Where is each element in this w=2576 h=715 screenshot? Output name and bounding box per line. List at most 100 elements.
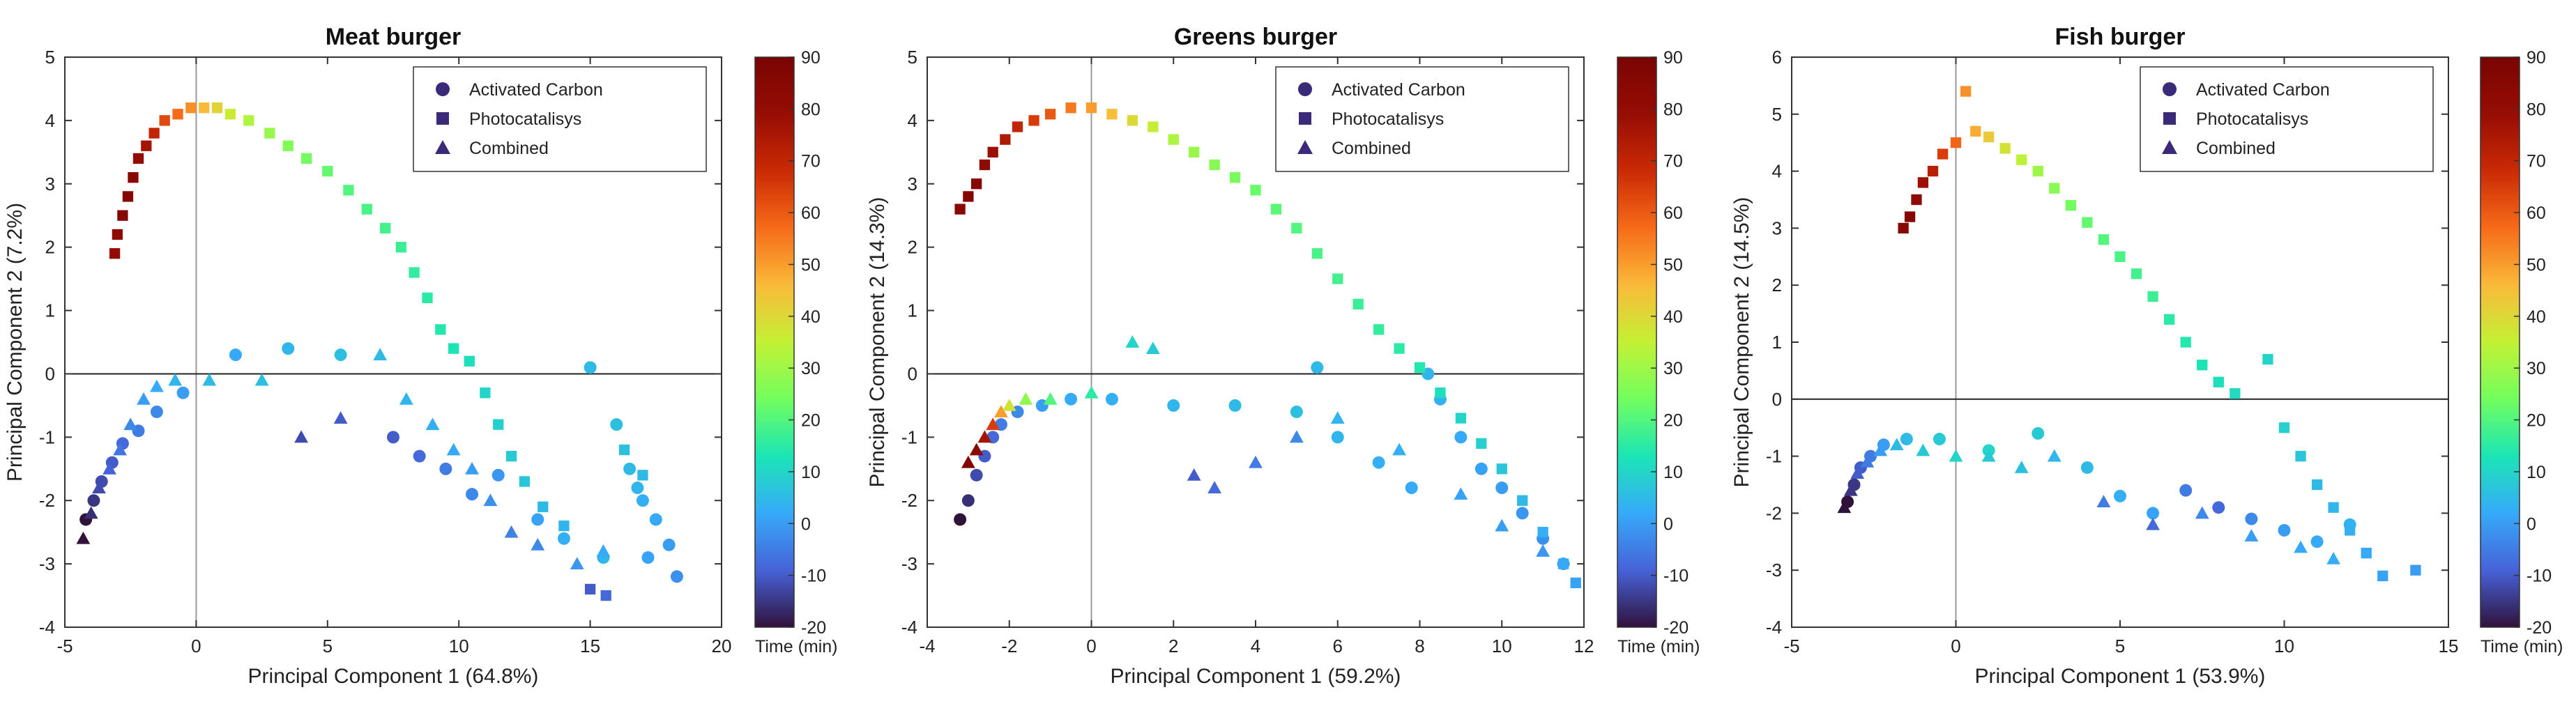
x-tick-label: -5 (56, 636, 73, 656)
data-point (1289, 430, 1304, 443)
colorbar-tick-label: 20 (801, 411, 821, 431)
colorbar-tick-label: 0 (2527, 514, 2536, 534)
x-axis-label: Principal Component 1 (59.2%) (1111, 665, 1401, 688)
data-point (373, 348, 388, 361)
data-point (491, 468, 505, 482)
x-tick-label: 8 (1415, 636, 1424, 656)
x-tick-label: 4 (1251, 636, 1260, 656)
data-point (1228, 399, 1242, 412)
colorbar-tick-label: -10 (801, 567, 826, 586)
data-point (1392, 443, 1406, 456)
data-point (294, 430, 309, 443)
data-point (1474, 462, 1488, 475)
data-point (333, 411, 348, 424)
data-point (1044, 109, 1056, 120)
data-point (954, 513, 967, 526)
legend-marker-square (436, 112, 449, 125)
data-point (2146, 517, 2160, 530)
y-tick-label: 4 (908, 110, 917, 131)
series-activated-carbon (954, 361, 1570, 571)
y-tick-label: 5 (908, 47, 917, 68)
x-tick-label: 2 (1168, 636, 1178, 656)
data-point (2197, 360, 2208, 371)
data-point (2245, 512, 2258, 525)
data-point (636, 494, 649, 507)
data-point (1933, 433, 1946, 446)
y-tick-label: 4 (1772, 161, 1782, 182)
data-point (122, 191, 134, 202)
data-point (480, 387, 491, 399)
data-point (2180, 337, 2191, 348)
data-point (1537, 527, 1548, 538)
data-point (76, 531, 91, 544)
series-activated-carbon (79, 342, 683, 583)
y-tick-label: -1 (39, 426, 55, 447)
colorbar-tick-label: 80 (801, 100, 821, 119)
legend-marker-circle (436, 82, 450, 96)
data-point (483, 493, 498, 507)
data-point (2361, 548, 2372, 559)
y-tick-label: 3 (1772, 217, 1782, 238)
colorbar-tick-label: 70 (801, 152, 821, 171)
data-point (1960, 86, 1972, 97)
data-point (185, 102, 197, 114)
legend: Activated Carbon Photocatalisys Combined (413, 66, 707, 172)
data-point (102, 461, 116, 475)
x-tick-label: 5 (323, 636, 333, 656)
colorbar-tick-label: 40 (2527, 307, 2546, 327)
data-point (1330, 411, 1345, 424)
data-point (1291, 222, 1302, 234)
data-point (969, 443, 984, 456)
data-point (1557, 558, 1569, 569)
y-axis-label: Principal Component 2 (7.2%) (3, 203, 26, 482)
data-point (987, 146, 998, 157)
data-point (2345, 525, 2356, 536)
data-point (1331, 431, 1344, 444)
y-tick-label: 4 (45, 110, 55, 131)
data-point (1065, 392, 1078, 406)
data-point (1937, 148, 1949, 160)
data-point (986, 417, 1000, 431)
data-point (243, 115, 254, 126)
data-point (149, 379, 164, 392)
legend-marker-triangle (435, 140, 450, 154)
data-point (1981, 449, 1996, 462)
data-point (505, 450, 517, 462)
y-tick-label: -2 (901, 490, 917, 511)
data-point (2131, 268, 2142, 279)
colorbar-tick-label: -20 (801, 618, 826, 638)
legend-label: Combined (1332, 139, 1411, 158)
data-point (1127, 115, 1138, 126)
data-point (1454, 431, 1468, 444)
data-point (159, 115, 170, 126)
series-photocatalisys (1898, 86, 2421, 582)
data-point (202, 373, 217, 386)
data-point (1917, 177, 1929, 188)
data-point (387, 431, 399, 444)
legend-label: Activated Carbon (469, 80, 603, 100)
data-point (971, 178, 982, 190)
x-tick-label: 10 (1492, 636, 1512, 656)
data-point (1084, 385, 1099, 399)
data-point (1352, 298, 1364, 310)
x-tick-label: 6 (1333, 636, 1343, 656)
data-point (2262, 353, 2273, 365)
data-point (531, 513, 544, 526)
colorbar-tick-label: 60 (801, 203, 821, 223)
data-point (970, 468, 983, 482)
x-tick-label: -2 (1001, 636, 1017, 656)
data-point (399, 392, 413, 405)
data-point (334, 348, 347, 362)
data-point (322, 165, 333, 177)
data-point (977, 430, 992, 443)
y-tick-label: -3 (901, 553, 917, 574)
data-point (1043, 392, 1058, 405)
series-combined (76, 348, 611, 570)
data-point (610, 418, 623, 431)
series-combined (1837, 438, 2341, 564)
legend-label: Photocatalisys (1332, 109, 1444, 129)
chart-panel-2: Greens burger-4 -2 0 2 4 6 8 10 12-4-3-2-1012345… (866, 24, 1700, 688)
data-point (2278, 422, 2290, 433)
data-point (1904, 211, 1916, 222)
data-point (1949, 449, 1963, 462)
